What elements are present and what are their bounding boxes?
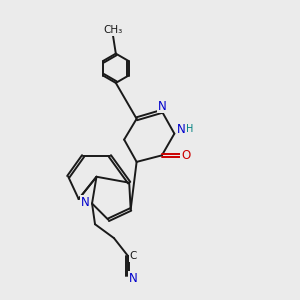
- Text: O: O: [181, 149, 190, 162]
- Text: N: N: [158, 100, 167, 112]
- Text: H: H: [185, 124, 193, 134]
- Text: C: C: [130, 251, 137, 261]
- Text: N: N: [129, 272, 138, 285]
- Text: N: N: [176, 123, 185, 136]
- Text: CH₃: CH₃: [103, 25, 122, 35]
- Text: N: N: [81, 196, 90, 208]
